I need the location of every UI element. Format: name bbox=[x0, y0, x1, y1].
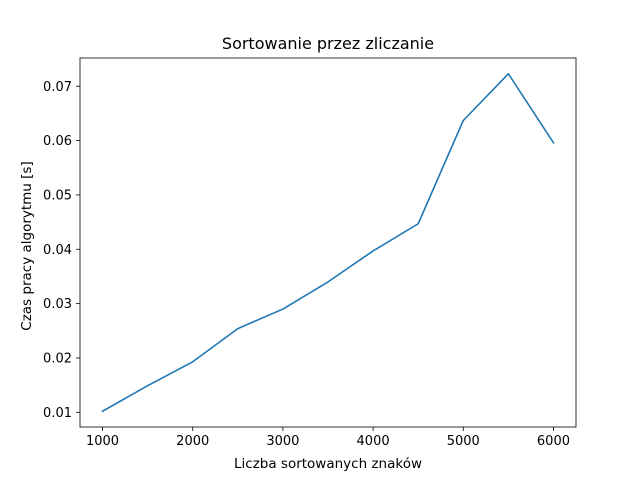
x-tick-label: 2000 bbox=[176, 434, 209, 449]
y-tick-label: 0.02 bbox=[43, 351, 72, 366]
x-tick-label: 5000 bbox=[447, 434, 480, 449]
y-tick-label: 0.03 bbox=[43, 297, 72, 312]
y-tick-label: 0.06 bbox=[43, 134, 72, 149]
x-axis-label: Liczba sortowanych znaków bbox=[234, 456, 422, 472]
y-tick-label: 0.05 bbox=[43, 188, 72, 203]
plot-area: 1000 2000 3000 4000 5000 6000 0.01 0.02 0.03 0.04… bbox=[43, 57, 577, 449]
y-axis-label: Czas pracy algorytmu [s] bbox=[19, 161, 35, 330]
x-tick-label: 3000 bbox=[266, 434, 299, 449]
x-tick-label: 4000 bbox=[357, 434, 390, 449]
y-tick-label: 0.01 bbox=[43, 406, 72, 421]
x-tick-label: 6000 bbox=[537, 434, 570, 449]
y-tick-label: 0.04 bbox=[43, 243, 72, 258]
plot-frame bbox=[79, 57, 577, 428]
y-tick-label: 0.07 bbox=[43, 80, 72, 95]
chart-title: Sortowanie przez zliczanie bbox=[222, 34, 434, 53]
series-line-0 bbox=[101, 72, 555, 413]
x-tick-label: 1000 bbox=[86, 434, 119, 449]
